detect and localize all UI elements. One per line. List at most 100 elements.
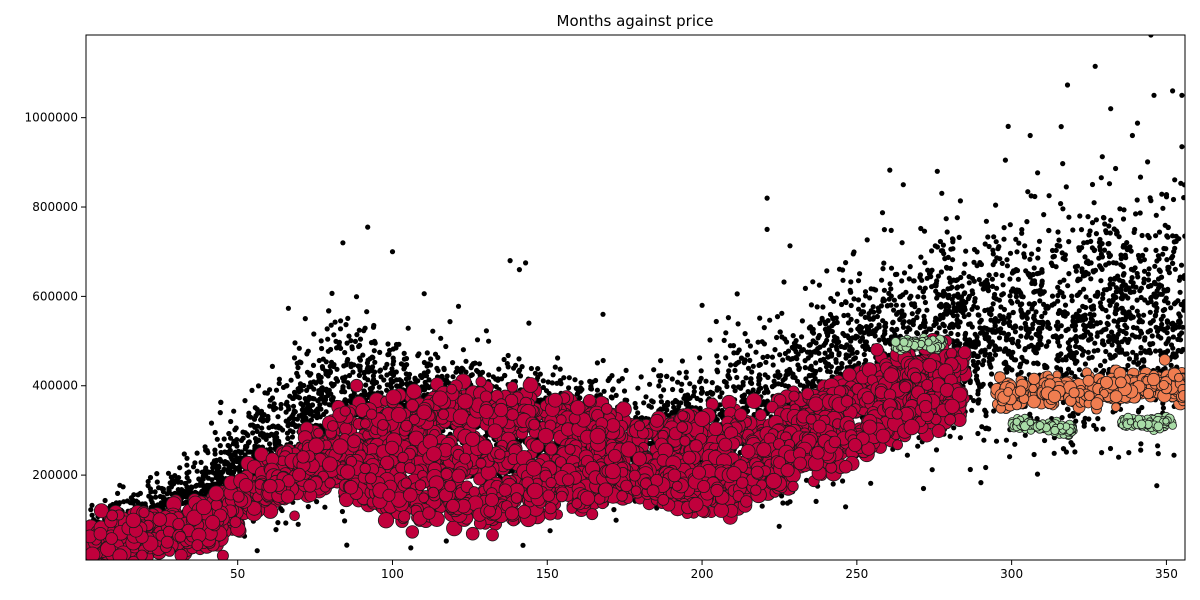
data-point xyxy=(370,373,376,379)
data-point xyxy=(920,485,927,492)
data-point xyxy=(1001,236,1007,242)
data-point xyxy=(450,374,456,380)
data-point xyxy=(486,372,492,378)
data-point xyxy=(1172,354,1178,360)
data-point xyxy=(990,283,996,289)
data-point xyxy=(1089,306,1095,312)
data-point xyxy=(1176,236,1182,242)
data-point xyxy=(1119,283,1125,289)
data-point xyxy=(1049,293,1056,299)
data-point xyxy=(999,260,1005,266)
data-point xyxy=(460,347,466,353)
data-point xyxy=(552,364,558,370)
data-point xyxy=(1031,265,1037,271)
data-point xyxy=(349,344,355,350)
data-point xyxy=(980,381,986,387)
data-point xyxy=(1113,165,1119,172)
data-point xyxy=(1043,363,1049,369)
data-point xyxy=(971,398,977,404)
data-point xyxy=(726,368,732,374)
data-point xyxy=(1108,217,1114,223)
data-point xyxy=(1126,356,1133,362)
data-point xyxy=(377,349,383,355)
data-point xyxy=(1024,359,1030,365)
data-point xyxy=(816,282,823,288)
data-point xyxy=(945,295,951,301)
data-point xyxy=(344,542,350,548)
data-point xyxy=(1137,174,1144,180)
data-point xyxy=(672,397,679,404)
data-point xyxy=(284,399,290,405)
data-point xyxy=(1095,347,1101,353)
data-point xyxy=(1138,328,1144,334)
data-point xyxy=(1072,449,1078,455)
data-point xyxy=(776,523,782,529)
data-point xyxy=(929,284,935,290)
data-point xyxy=(891,307,897,313)
data-point xyxy=(1155,333,1161,339)
data-point xyxy=(1153,212,1159,218)
data-point xyxy=(891,328,897,334)
data-point xyxy=(1164,233,1170,239)
data-point xyxy=(1062,302,1069,308)
data-point xyxy=(817,344,823,350)
data-point xyxy=(750,363,756,369)
data-point xyxy=(1154,305,1160,311)
data-point xyxy=(986,272,992,278)
data-point xyxy=(430,328,436,334)
data-point xyxy=(1061,277,1067,283)
data-point xyxy=(1154,288,1160,294)
data-point xyxy=(1098,278,1104,284)
data-point xyxy=(1093,426,1099,432)
data-point xyxy=(799,318,806,324)
data-point xyxy=(986,243,992,250)
data-point xyxy=(922,260,928,266)
data-point xyxy=(983,464,989,471)
data-point xyxy=(909,311,915,317)
data-point xyxy=(822,350,828,356)
data-point xyxy=(252,405,258,411)
data-point xyxy=(1118,262,1124,268)
data-point xyxy=(957,435,964,441)
data-point xyxy=(941,251,947,257)
data-point xyxy=(288,377,294,383)
data-point xyxy=(1089,354,1095,360)
data-point xyxy=(855,297,862,303)
data-point xyxy=(353,294,360,300)
data-point xyxy=(1013,294,1020,300)
data-point xyxy=(797,344,803,350)
data-point xyxy=(1035,327,1042,333)
data-point xyxy=(981,437,987,443)
data-point xyxy=(1175,336,1181,342)
data-point xyxy=(714,385,721,391)
data-point xyxy=(841,312,847,319)
data-point xyxy=(320,356,326,362)
data-point xyxy=(725,372,731,378)
data-point xyxy=(329,290,335,296)
data-point xyxy=(954,277,961,283)
data-point xyxy=(698,375,704,381)
data-point xyxy=(1146,235,1152,241)
data-point xyxy=(974,365,981,372)
data-point xyxy=(328,322,334,328)
data-point xyxy=(316,357,322,364)
data-point xyxy=(450,360,456,366)
data-point xyxy=(1039,313,1045,320)
data-point xyxy=(194,468,200,474)
data-point xyxy=(1170,196,1177,203)
data-point xyxy=(1055,358,1061,364)
data-point xyxy=(890,320,896,326)
data-point xyxy=(932,243,938,249)
data-point xyxy=(948,246,954,252)
data-point xyxy=(1129,305,1135,311)
data-point xyxy=(993,438,1000,444)
data-point xyxy=(152,489,158,495)
data-point xyxy=(943,216,949,222)
data-point xyxy=(999,272,1005,279)
data-point xyxy=(613,517,619,523)
data-point xyxy=(1077,213,1083,219)
data-point xyxy=(871,309,877,315)
data-point xyxy=(1099,154,1105,160)
data-point xyxy=(966,312,972,318)
